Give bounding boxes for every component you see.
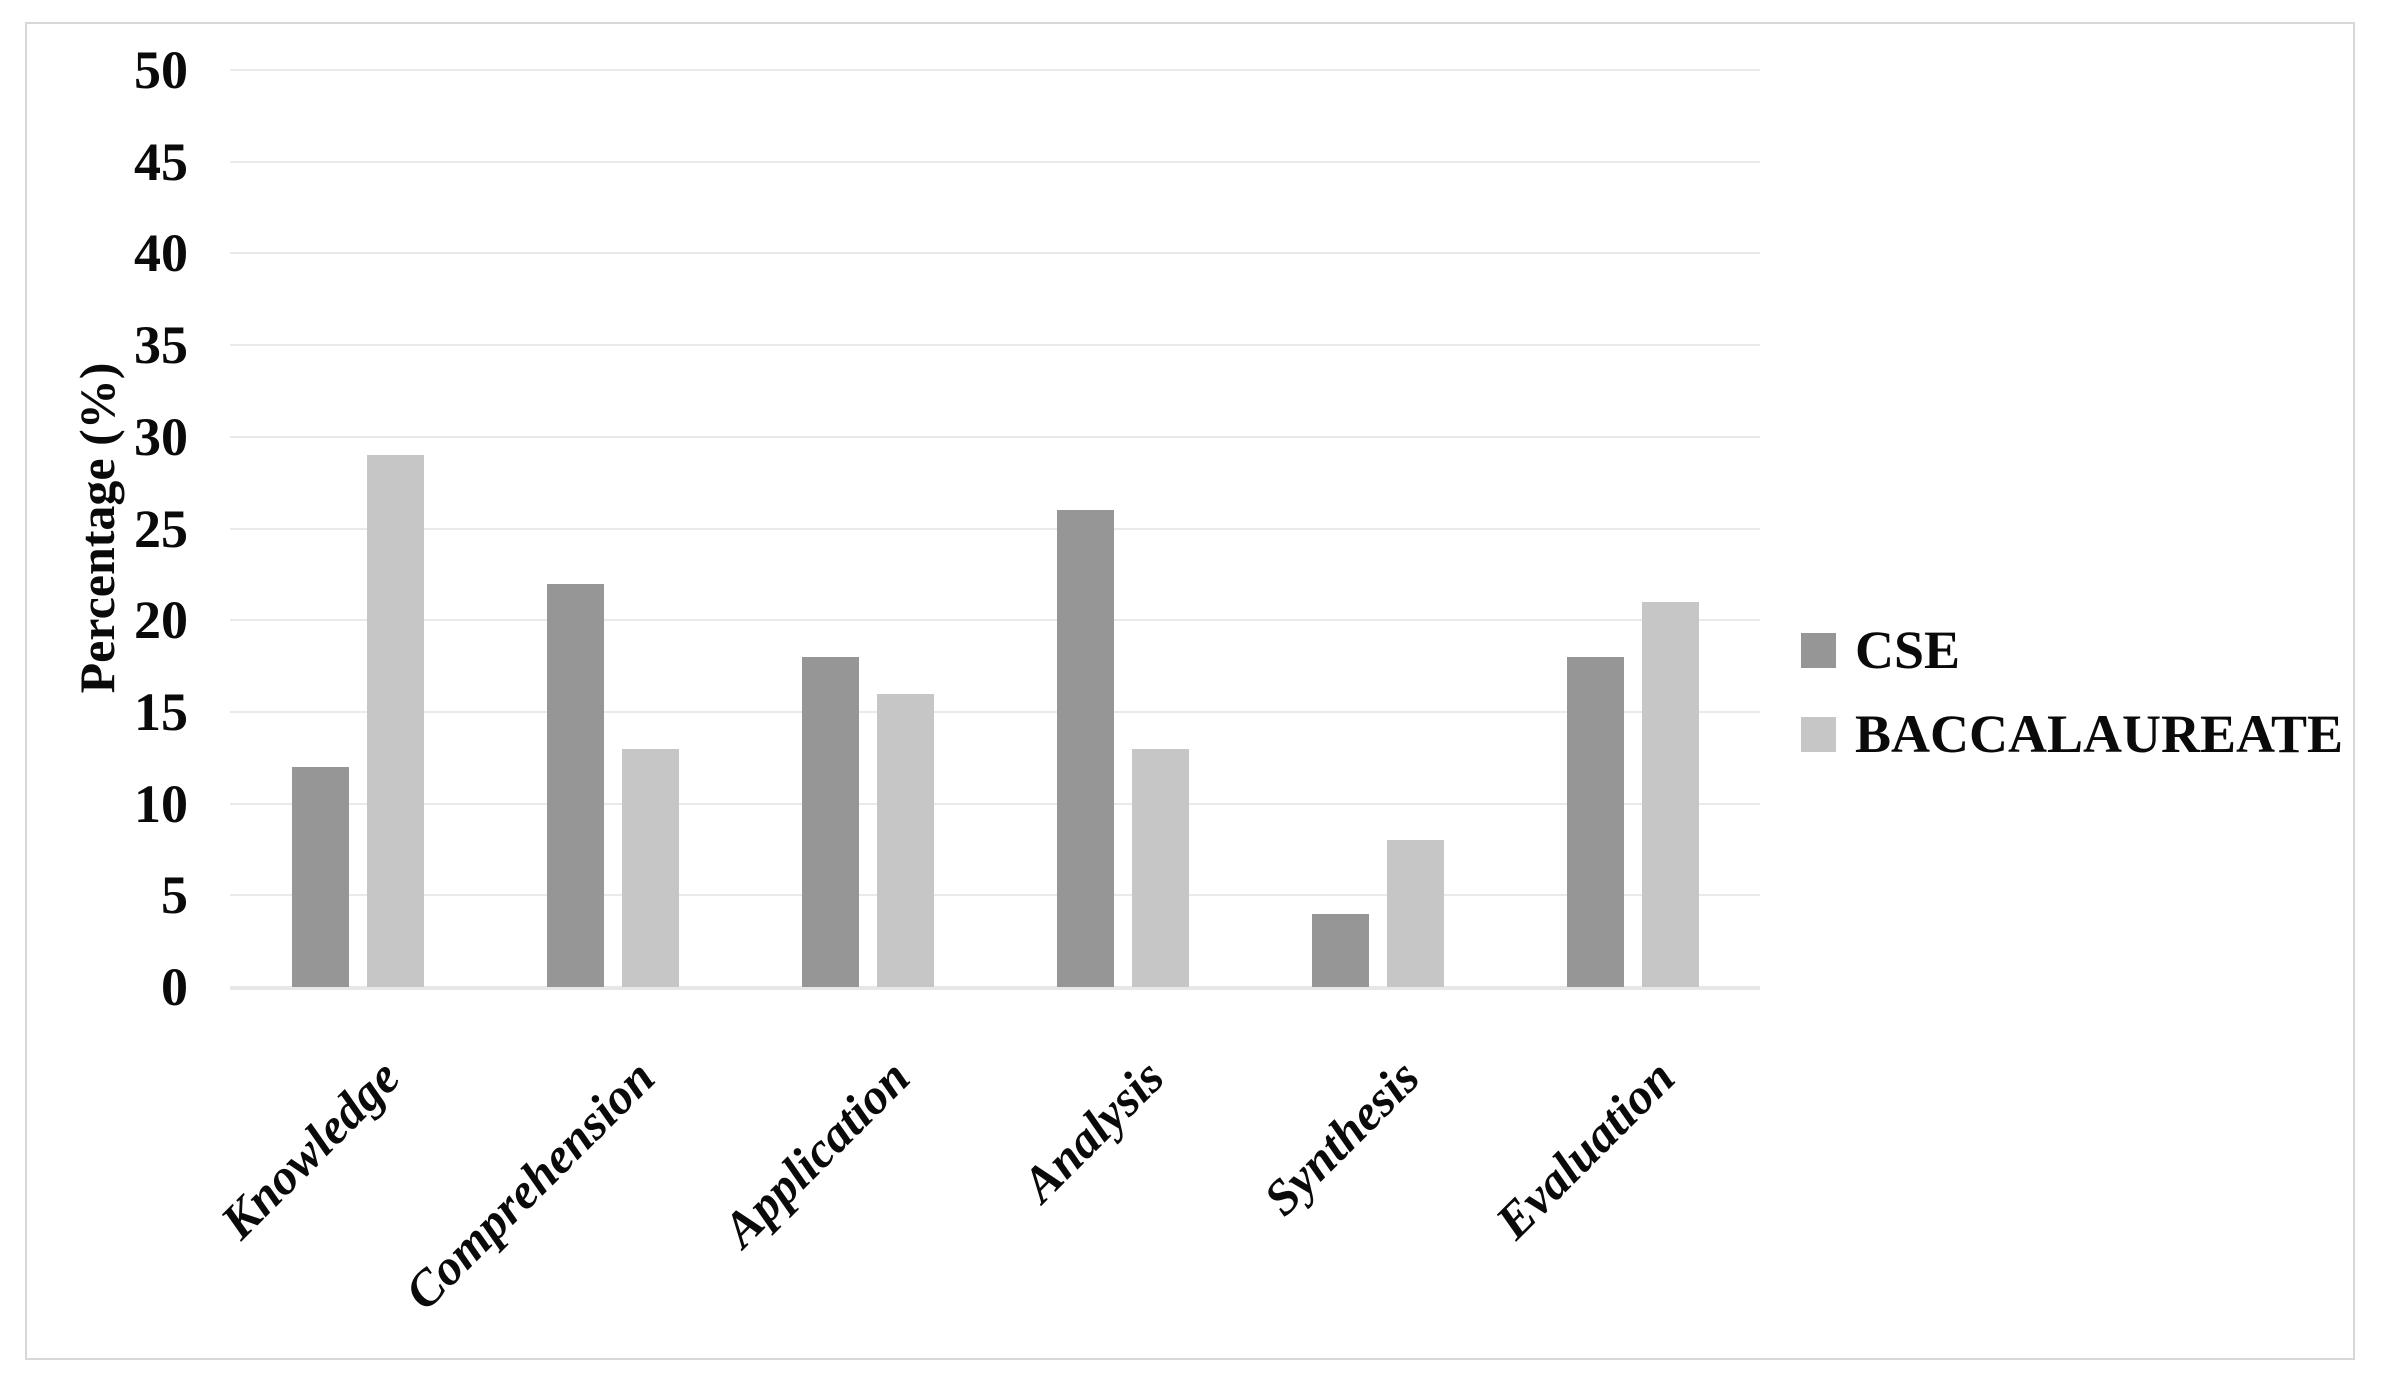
bar-cse-synthesis (1311, 913, 1369, 987)
gridline-20 (230, 619, 1760, 622)
bar-baccalaureate-knowledge (366, 455, 424, 987)
y-tick-label-5: 5 (161, 865, 188, 926)
y-tick-label-10: 10 (134, 773, 188, 834)
bar-cse-evaluation (1566, 656, 1624, 987)
x-category-label-synthesis: Synthesis (1252, 1048, 1430, 1226)
gridline-25 (230, 527, 1760, 530)
gridline-35 (230, 344, 1760, 347)
bar-baccalaureate-application (876, 693, 934, 987)
bar-cse-comprehension (546, 583, 604, 987)
y-tick-label-25: 25 (134, 498, 188, 559)
plot-area (230, 69, 1760, 990)
y-tick-label-50: 50 (134, 40, 188, 100)
legend-swatch-cse (1801, 632, 1836, 668)
gridline-45 (230, 160, 1760, 163)
x-category-label-evaluation: Evaluation (1484, 1048, 1685, 1250)
bar-baccalaureate-synthesis (1386, 840, 1444, 987)
bar-cse-knowledge (291, 766, 349, 987)
legend-entry-cse: CSE (1801, 616, 1960, 684)
y-tick-label-40: 40 (134, 223, 188, 284)
x-category-label-comprehension: Comprehension (393, 1048, 665, 1321)
x-category-label-application: Application (711, 1048, 920, 1258)
gridline-10 (230, 802, 1760, 805)
y-tick-label-30: 30 (134, 406, 188, 467)
x-category-label-knowledge: Knowledge (209, 1048, 410, 1250)
y-tick-label-35: 35 (134, 315, 188, 376)
gridline-15 (230, 710, 1760, 713)
x-axis-line (230, 986, 1760, 990)
bar-baccalaureate-comprehension (621, 748, 679, 987)
gridline-5 (230, 894, 1760, 897)
gridline-30 (230, 435, 1760, 438)
legend-entry-baccalaureate: BACCALAUREATE (1801, 700, 2343, 768)
gridline-50 (230, 69, 1760, 71)
legend-label-baccalaureate: BACCALAUREATE (1855, 704, 2344, 764)
legend-swatch-baccalaureate (1801, 716, 1836, 752)
bar-cse-analysis (1056, 510, 1114, 987)
y-tick-label-45: 45 (134, 131, 188, 192)
bar-baccalaureate-analysis (1131, 748, 1189, 987)
y-tick-label-0: 0 (161, 957, 188, 1017)
x-category-label-analysis: Analysis (1011, 1048, 1175, 1213)
y-tick-label-15: 15 (134, 681, 188, 742)
bar-baccalaureate-evaluation (1641, 601, 1699, 987)
y-tick-label-20: 20 (134, 590, 188, 651)
gridline-40 (230, 252, 1760, 255)
bar-cse-application (801, 656, 859, 987)
legend-label-cse: CSE (1855, 620, 1961, 680)
